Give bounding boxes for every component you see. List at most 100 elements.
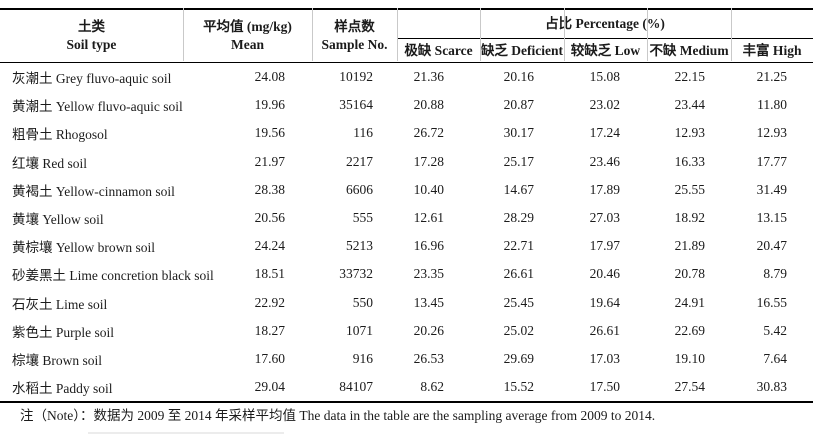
cell-deficient: 30.17 (503, 125, 534, 141)
cell-sample-no: 84107 (339, 379, 373, 395)
header-column-divider (731, 8, 732, 61)
cell-soil-type: 黄潮土 Yellow fluvo-aquic soil (12, 99, 183, 115)
soil-table-wrap: 土类 Soil type 平均值 (mg/kg) Mean 样点数 Sample… (0, 8, 813, 404)
cell-soil-type: 黄棕壤 Yellow brown soil (12, 240, 156, 256)
header-row-sub: 极缺 Scarce 缺乏 Deficient 较缺乏 Low 不缺 Medium… (0, 39, 813, 63)
cell-deficient: 25.45 (503, 294, 534, 310)
col-header-sample-no: 样点数 Sample No. (312, 9, 397, 63)
table-note: 注（Note）：数据为 2009 至 2014 年采样平均值 The data … (20, 408, 656, 423)
cell-mean: 24.08 (254, 69, 285, 85)
header-row-top: 土类 Soil type 平均值 (mg/kg) Mean 样点数 Sample… (0, 9, 813, 52)
table-header: 土类 Soil type 平均值 (mg/kg) Mean 样点数 Sample… (0, 9, 813, 63)
header-column-divider (397, 8, 398, 61)
cell-sample-no: 35164 (339, 97, 373, 113)
cell-sample-no: 116 (353, 125, 373, 141)
cell-scarce: 10.40 (413, 181, 444, 197)
cell-low: 15.08 (589, 69, 620, 85)
cell-high: 11.80 (757, 97, 788, 113)
cell-soil-type: 石灰土 Lime soil (12, 296, 108, 312)
cell-sample-no: 916 (352, 350, 373, 366)
header-column-divider (312, 8, 313, 61)
table-row: 石灰土 Lime soil 22.92 550 13.45 25.45 19.6… (0, 289, 813, 317)
cell-medium: 18.92 (674, 210, 705, 226)
cell-sample-no: 10192 (339, 69, 373, 85)
cell-low: 27.03 (589, 210, 620, 226)
cell-soil-type: 砂姜黑土 Lime concretion black soil (12, 268, 214, 284)
table-body: 灰潮土 Grey fluvo-aquic soil 24.08 10192 21… (0, 63, 813, 403)
cell-medium: 21.89 (674, 238, 705, 254)
cell-low: 23.02 (589, 97, 620, 113)
cell-medium: 27.54 (674, 379, 705, 395)
cell-deficient: 20.87 (503, 97, 534, 113)
cell-sample-no: 33732 (339, 266, 373, 282)
cell-high: 30.83 (756, 379, 788, 395)
cell-sample-no: 555 (352, 210, 373, 226)
cell-mean: 28.38 (254, 181, 285, 197)
cell-high: 5.42 (763, 322, 788, 338)
cell-soil-type: 红壤 Red soil (12, 155, 88, 171)
cell-low: 23.46 (589, 153, 620, 169)
cell-scarce: 21.36 (413, 69, 444, 85)
col-header-low: 较缺乏 Low (570, 42, 641, 58)
col-header-percentage-group: 占比 Percentage (%) (397, 9, 813, 39)
table-row: 灰潮土 Grey fluvo-aquic soil 24.08 10192 21… (0, 63, 813, 92)
col-header-mean: 平均值 (mg/kg) Mean (183, 9, 312, 63)
cell-sample-no: 6606 (346, 181, 373, 197)
cell-high: 17.77 (756, 153, 788, 169)
header-column-divider (480, 8, 481, 61)
header-column-divider (564, 8, 565, 61)
cell-soil-type: 紫色土 Purple soil (12, 324, 115, 340)
table-row: 粗骨土 Rhogosol 19.56 116 26.72 30.17 17.24… (0, 119, 813, 147)
cell-deficient: 29.69 (503, 350, 534, 366)
cell-scarce: 26.72 (413, 125, 444, 141)
cell-soil-type: 黄壤 Yellow soil (12, 212, 104, 228)
cell-high: 31.49 (756, 181, 788, 197)
table-row: 黄褐土 Yellow-cinnamon soil 28.38 6606 10.4… (0, 176, 813, 204)
cell-scarce: 16.96 (413, 238, 444, 254)
table-row: 紫色土 Purple soil 18.27 1071 20.26 25.02 2… (0, 317, 813, 345)
cell-deficient: 20.16 (503, 69, 534, 85)
cell-low: 17.03 (589, 350, 620, 366)
cell-mean: 21.97 (254, 153, 285, 169)
cell-scarce: 17.28 (413, 153, 444, 169)
cell-low: 26.61 (589, 322, 620, 338)
table-row: 砂姜黑土 Lime concretion black soil 18.51 33… (0, 260, 813, 288)
table-row: 黄潮土 Yellow fluvo-aquic soil 19.96 35164 … (0, 91, 813, 119)
cell-medium: 12.93 (674, 125, 705, 141)
cell-medium: 22.15 (674, 69, 705, 85)
cell-high: 21.25 (756, 69, 788, 85)
cell-mean: 22.92 (254, 294, 285, 310)
cell-sample-no: 1071 (346, 322, 373, 338)
cell-medium: 20.78 (674, 266, 705, 282)
table-row: 棕壤 Brown soil 17.60 916 26.53 29.69 17.0… (0, 345, 813, 373)
page-artifact (88, 432, 284, 434)
cell-low: 17.24 (589, 125, 620, 141)
cell-high: 8.79 (763, 266, 788, 282)
cell-deficient: 26.61 (503, 266, 534, 282)
cell-sample-no: 550 (352, 294, 373, 310)
cell-mean: 18.27 (254, 322, 285, 338)
col-header-high: 丰富 High (742, 42, 802, 58)
cell-medium: 19.10 (674, 350, 705, 366)
cell-scarce: 12.61 (413, 210, 444, 226)
col-header-medium: 不缺 Medium (649, 42, 729, 58)
cell-mean: 18.51 (254, 266, 285, 282)
cell-soil-type: 棕壤 Brown soil (12, 352, 103, 368)
header-column-divider (183, 8, 184, 61)
cell-deficient: 22.71 (503, 238, 534, 254)
col-header-sample-no-zh: 样点数 (334, 19, 375, 35)
col-header-deficient: 缺乏 Deficient (480, 42, 564, 58)
cell-high: 7.64 (763, 350, 788, 366)
table-row: 红壤 Red soil 21.97 2217 17.28 25.17 23.46… (0, 148, 813, 176)
cell-low: 17.50 (589, 379, 620, 395)
cell-mean: 29.04 (254, 379, 285, 395)
cell-scarce: 20.88 (413, 97, 444, 113)
cell-scarce: 23.35 (413, 266, 444, 282)
col-header-mean-en: Mean (231, 37, 264, 52)
cell-sample-no: 5213 (346, 238, 373, 254)
cell-medium: 25.55 (674, 181, 705, 197)
cell-mean: 24.24 (254, 238, 285, 254)
cell-high: 12.93 (756, 125, 788, 141)
cell-soil-type: 灰潮土 Grey fluvo-aquic soil (12, 71, 172, 87)
